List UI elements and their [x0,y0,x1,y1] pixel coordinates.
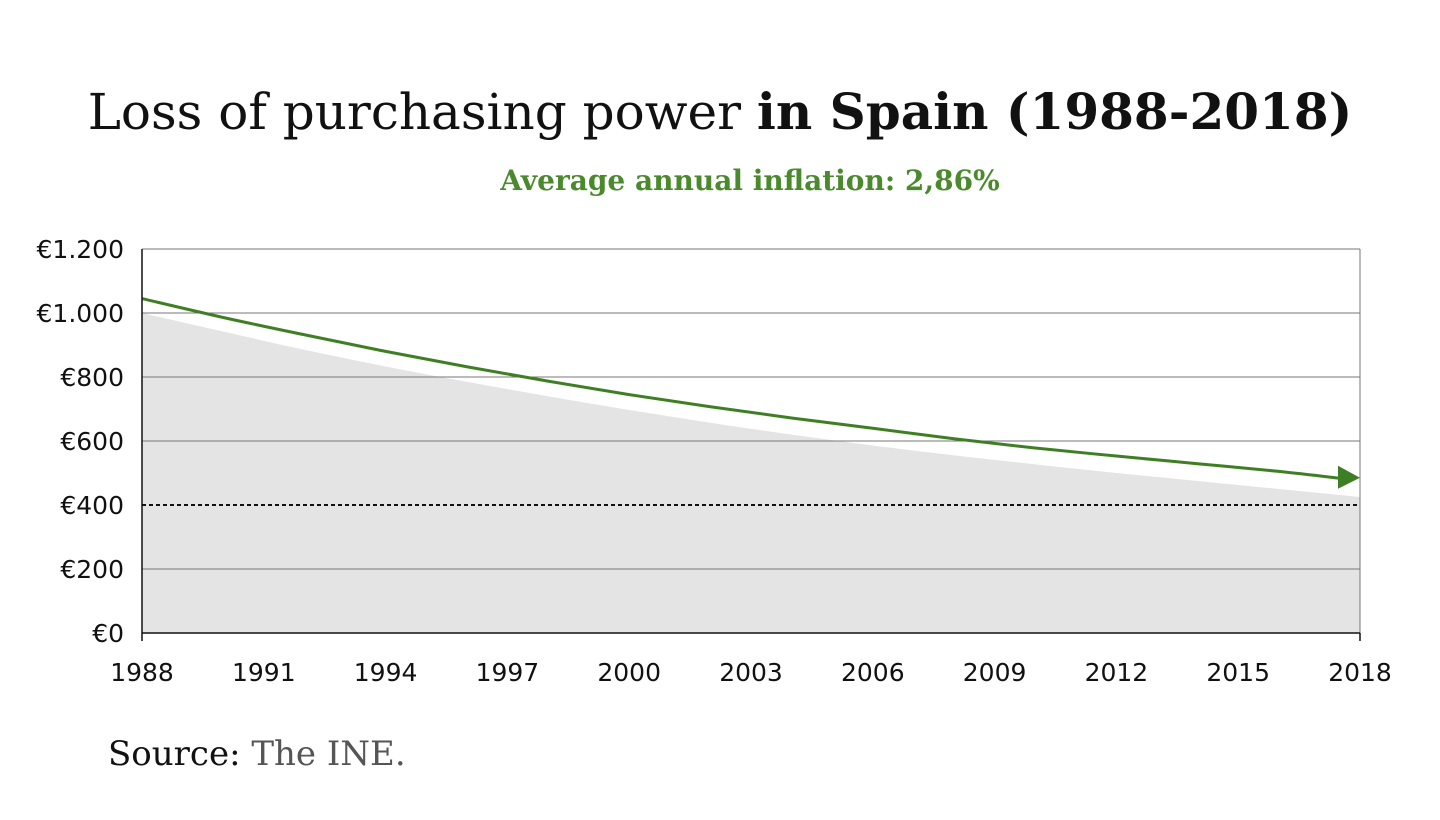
x-tick-label: 1988 [110,658,174,687]
x-tick-label: 2006 [841,658,905,687]
x-tick-label: 2003 [719,658,783,687]
x-tick-label: 1997 [476,658,540,687]
x-tick-label: 2012 [1085,658,1149,687]
source-note: Source: The INE. [108,734,406,774]
x-tick-label: 1994 [354,658,418,687]
source-value: The INE. [240,734,406,774]
y-tick-label: €200 [60,555,124,584]
y-tick-label: €400 [60,491,124,520]
x-tick-label: 2015 [1206,658,1270,687]
x-tick-label: 1991 [232,658,296,687]
x-tick-label: 2009 [963,658,1027,687]
arrow-head [1338,465,1360,489]
chart-subtitle: Average annual inflation: 2,86% [500,164,1000,197]
x-tick-label: 2000 [597,658,661,687]
y-tick-label: €800 [60,363,124,392]
y-tick-label: €600 [60,427,124,456]
x-tick-label: 2018 [1328,658,1392,687]
area-series [142,313,1360,633]
y-tick-label: €1.000 [37,299,124,328]
chart-title: Loss of purchasing power in Spain (1988-… [0,82,1440,141]
chart-title-light: Loss of purchasing power [87,83,757,141]
chart-title-bold: in Spain (1988-2018) [756,82,1353,141]
y-tick-label: €0 [92,619,124,648]
line-series [141,297,1345,481]
y-tick-label: €1.200 [37,235,124,264]
source-label: Source: [108,734,241,774]
